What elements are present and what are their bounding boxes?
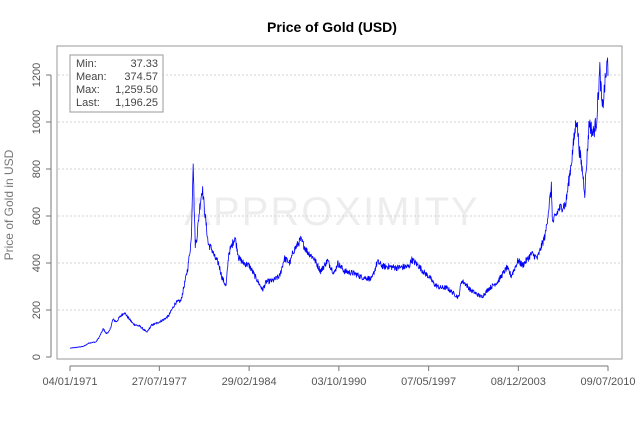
stats-value: 374.57 <box>124 71 158 83</box>
x-tick-label: 04/01/1971 <box>42 376 97 388</box>
y-tick-label: 1000 <box>31 110 43 134</box>
chart-title: Price of Gold (USD) <box>267 19 397 35</box>
y-axis: 0 200 400 600 800 1000 1200 <box>31 63 52 360</box>
stats-label: Last: <box>76 97 100 109</box>
series-layer <box>69 57 609 349</box>
x-tick-label: 27/07/1977 <box>132 376 187 388</box>
y-tick-label: 600 <box>31 207 43 225</box>
y-tick-label: 800 <box>31 160 43 178</box>
stats-box: Min: 37.33 Mean: 374.57 Max: 1,259.50 Last: 1,1… <box>69 54 164 113</box>
y-tick-label: 0 <box>31 354 43 360</box>
y-tick-label: 1200 <box>31 63 43 87</box>
x-axis: 04/01/1971 27/07/1977 29/02/1984 03/10/1990… <box>42 365 636 388</box>
watermark-text: APPROXIMITY <box>184 190 479 234</box>
stats-label: Min: <box>76 58 97 70</box>
stats-value: 37.33 <box>130 58 158 70</box>
x-tick-label: 03/10/1990 <box>311 376 366 388</box>
stats-value: 1,259.50 <box>115 84 158 96</box>
y-tick-label: 200 <box>31 301 43 319</box>
series-line-0 <box>69 57 609 349</box>
stats-value: 1,196.25 <box>115 97 158 109</box>
plot-frame <box>56 45 623 360</box>
x-tick-label: 07/05/1997 <box>401 376 456 388</box>
x-tick-label: 08/12/2003 <box>491 376 546 388</box>
stats-box-frame <box>69 54 164 113</box>
x-tick-label: 29/02/1984 <box>222 376 277 388</box>
stats-label: Max: <box>76 84 100 96</box>
y-tick-label: 400 <box>31 254 43 272</box>
y-axis-label: Price of Gold in USD <box>2 149 16 260</box>
x-tick-label: 09/07/2010 <box>580 376 635 388</box>
stats-label: Mean: <box>76 71 107 83</box>
